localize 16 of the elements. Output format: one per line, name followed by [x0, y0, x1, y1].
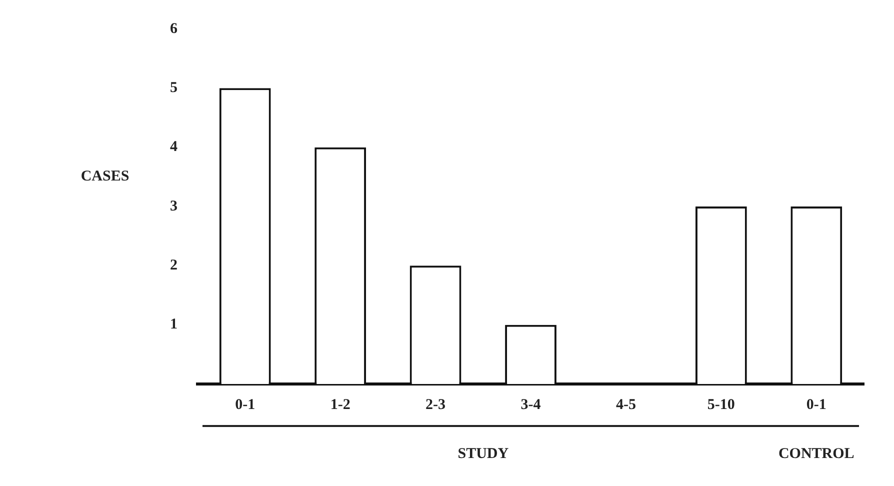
y-tick-label: 4 [170, 139, 178, 156]
x-tick-label: 4-5 [616, 396, 636, 413]
x-tick-label: 0-1 [806, 396, 826, 413]
y-tick-label: 5 [170, 80, 178, 96]
x-tick-label: 3-4 [520, 396, 542, 413]
y-tick-label: 3 [170, 198, 178, 214]
x-axis-title: STUDY [458, 446, 509, 462]
y-tick-label: 1 [170, 316, 178, 333]
text: CONTROL [778, 446, 854, 462]
x-tick-label: 1-2 [330, 396, 350, 413]
y-axis-title: CASES [80, 168, 130, 184]
x-tick-label: 2-3 [426, 396, 446, 413]
y-tick-label: 6 [170, 20, 178, 37]
y-tick-label: 2 [170, 258, 178, 274]
x-tick-label: 5-10 [707, 396, 735, 413]
x-tick-label: 0-1 [235, 396, 256, 413]
